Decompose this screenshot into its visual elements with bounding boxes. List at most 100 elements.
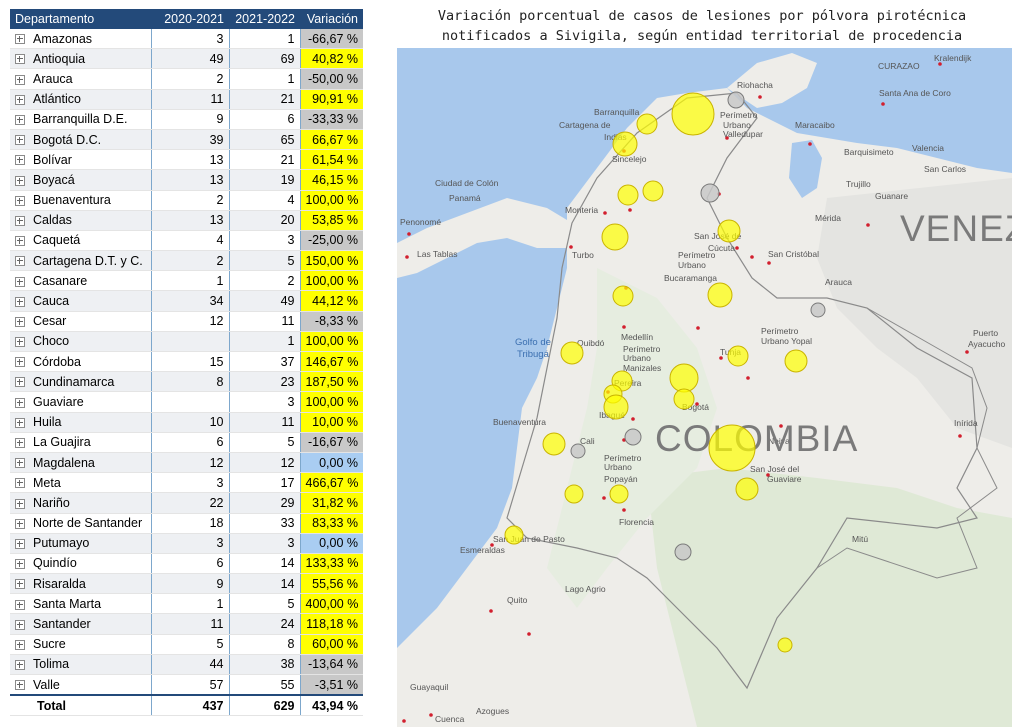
table-row[interactable]: Córdoba 15 37 146,67 % [10,351,363,373]
expand-icon[interactable] [15,74,25,85]
table-row[interactable]: Atlántico 11 21 90,91 % [10,89,363,110]
expand-icon[interactable] [15,94,25,105]
bubble-layer[interactable] [504,91,826,653]
map-bubble[interactable] [717,219,741,243]
map-visual[interactable]: Kralendijk CURAZAO Riohacha Santa Ana de Co… [397,48,1012,727]
expand-icon[interactable] [15,236,25,247]
map-bubble[interactable] [609,484,629,504]
map-bubble[interactable] [784,349,808,373]
expand-icon[interactable] [15,276,25,287]
table-row[interactable]: Antioquia 49 69 40,82 % [10,48,363,70]
table-row[interactable]: Arauca 2 1 -50,00 % [10,68,363,90]
table-row[interactable]: Casanare 1 2 100,00 % [10,270,363,292]
table-row[interactable]: Santander 11 24 118,18 % [10,613,363,635]
map-bubble[interactable] [504,525,524,545]
map-bubble[interactable] [560,341,584,365]
column-header-2021-2022[interactable]: 2021-2022 [229,9,300,29]
map-bubble[interactable] [810,302,826,318]
expand-icon[interactable] [15,337,25,348]
expand-icon[interactable] [15,498,25,509]
map-bubble[interactable] [542,432,566,456]
expand-icon[interactable] [15,579,25,590]
expand-icon[interactable] [15,34,25,45]
table-row[interactable]: Choco 1 100,00 % [10,331,363,353]
expand-icon[interactable] [15,438,25,449]
map-bubble[interactable] [617,184,639,206]
expand-icon[interactable] [15,377,25,388]
map-bubble[interactable] [671,92,715,136]
expand-icon[interactable] [15,559,25,570]
table-row[interactable]: Caldas 13 20 53,85 % [10,210,363,231]
expand-icon[interactable] [15,155,25,166]
expand-icon[interactable] [15,296,25,307]
map-bubble[interactable] [669,363,699,393]
table-row[interactable]: Amazonas 3 1 -66,67 % [10,29,363,50]
table-row[interactable]: Tolima 44 38 -13,64 % [10,654,363,676]
map-bubble[interactable] [601,223,629,251]
table-row[interactable]: Norte de Santander 18 33 83,33 % [10,513,363,534]
table-row[interactable]: Caquetá 4 3 -25,00 % [10,230,363,252]
expand-icon[interactable] [15,660,25,671]
map-bubble[interactable] [642,180,664,202]
expand-icon[interactable] [15,417,25,428]
table-row[interactable]: Quindío 6 14 133,33 % [10,553,363,575]
expand-icon[interactable] [15,639,25,650]
map-bubble[interactable] [612,285,634,307]
expand-icon[interactable] [15,619,25,630]
table-row[interactable]: Sucre 5 8 60,00 % [10,634,363,655]
expand-icon[interactable] [15,175,25,186]
table-row[interactable]: Barranquilla D.E. 9 6 -33,33 % [10,109,363,130]
map-bubble[interactable] [707,282,733,308]
map-bubble[interactable] [636,113,658,135]
map-bubble[interactable] [603,394,629,420]
map-bubble[interactable] [708,424,756,472]
map-bubble[interactable] [673,388,695,410]
expand-icon[interactable] [15,599,25,610]
table-row[interactable]: Bogotá D.C. 39 65 66,67 % [10,129,363,151]
expand-icon[interactable] [15,518,25,529]
expand-icon[interactable] [15,478,25,489]
map-bubble[interactable] [727,91,745,109]
expand-icon[interactable] [15,397,25,408]
map-bubble[interactable] [612,131,638,157]
table-row[interactable]: Bolívar 13 21 61,54 % [10,149,363,171]
column-header-variacion[interactable]: Variación [300,9,363,29]
table-row[interactable]: Buenaventura 2 4 100,00 % [10,190,363,211]
map-bubble[interactable] [777,637,793,653]
table-row[interactable]: Huila 10 11 10,00 % [10,412,363,433]
table-row[interactable]: Santa Marta 1 5 400,00 % [10,593,363,615]
table-row[interactable]: Nariño 22 29 31,82 % [10,492,363,514]
column-header-departamento[interactable]: Departamento [10,9,151,29]
map-bubble[interactable] [564,484,584,504]
map-bubble[interactable] [570,443,586,459]
map-bubble[interactable] [735,477,759,501]
map-bubble[interactable] [674,543,692,561]
expand-icon[interactable] [15,458,25,469]
map-bubble[interactable] [700,183,720,203]
expand-icon[interactable] [15,538,25,549]
map-canvas[interactable]: Kralendijk CURAZAO Riohacha Santa Ana de Co… [397,48,1012,727]
expand-icon[interactable] [15,357,25,368]
expand-icon[interactable] [15,680,25,691]
table-row[interactable]: Cesar 12 11 -8,33 % [10,311,363,332]
table-row[interactable]: Cartagena D.T. y C. 2 5 150,00 % [10,250,363,272]
column-header-2020-2021[interactable]: 2020-2021 [151,9,229,29]
table-row[interactable]: Guaviare 3 100,00 % [10,391,363,413]
expand-icon[interactable] [15,256,25,267]
table-row[interactable]: Boyacá 13 19 46,15 % [10,169,363,191]
expand-icon[interactable] [15,135,25,146]
map-bubble[interactable] [624,428,642,446]
table-row[interactable]: Magdalena 12 12 0,00 % [10,452,363,474]
map-bubble[interactable] [727,345,749,367]
table-row[interactable]: La Guajira 6 5 -16,67 % [10,432,363,453]
table-row[interactable]: Cundinamarca 8 23 187,50 % [10,371,363,393]
table-row[interactable]: Meta 3 17 466,67 % [10,472,363,494]
table-row[interactable]: Cauca 34 49 44,12 % [10,290,363,312]
table-row[interactable]: Risaralda 9 14 55,56 % [10,573,363,595]
expand-icon[interactable] [15,195,25,206]
expand-icon[interactable] [15,215,25,226]
table-row[interactable]: Putumayo 3 3 0,00 % [10,533,363,554]
expand-icon[interactable] [15,115,25,126]
table-row[interactable]: Valle 57 55 -3,51 % [10,674,363,696]
expand-icon[interactable] [15,54,25,65]
